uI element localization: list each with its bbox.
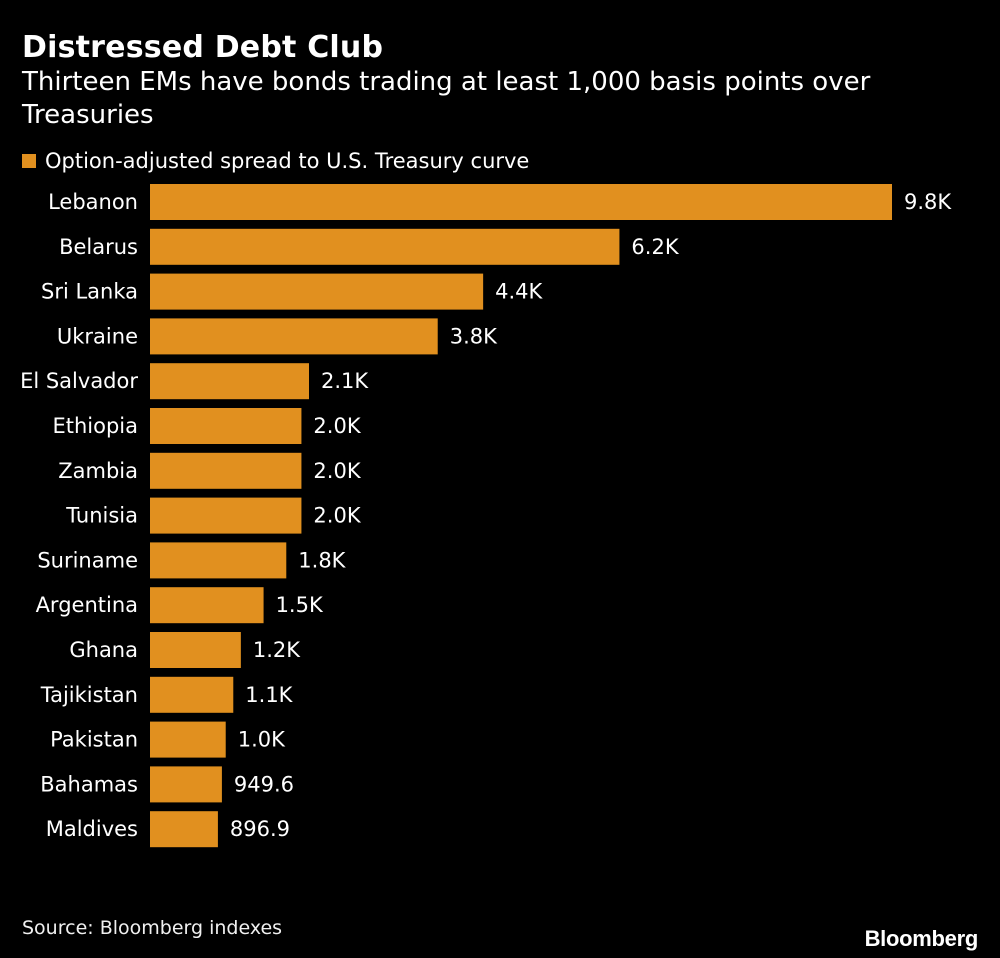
category-label-bahamas: Bahamas <box>40 772 138 796</box>
bar-belarus <box>150 228 620 265</box>
category-label-suriname: Suriname <box>37 548 138 572</box>
value-label-belarus: 6.2K <box>631 235 679 259</box>
bar-el-salvador <box>150 363 309 400</box>
source-note: Source: Bloomberg indexes <box>22 917 283 939</box>
category-label-argentina: Argentina <box>36 593 138 617</box>
value-label-ukraine: 3.8K <box>450 324 498 348</box>
value-label-ghana: 1.2K <box>253 638 301 662</box>
value-label-ethiopia: 2.0K <box>313 414 361 438</box>
value-label-zambia: 2.0K <box>313 459 361 483</box>
category-label-zambia: Zambia <box>58 459 138 483</box>
bar-argentina <box>150 587 264 624</box>
category-label-el-salvador: El Salvador <box>20 369 138 393</box>
category-label-ethiopia: Ethiopia <box>52 414 138 438</box>
category-label-sri-lanka: Sri Lanka <box>41 280 138 304</box>
value-label-sri-lanka: 4.4K <box>495 280 543 304</box>
bar-sri-lanka <box>150 273 484 310</box>
value-label-el-salvador: 2.1K <box>321 369 369 393</box>
value-label-bahamas: 949.6 <box>234 772 294 796</box>
bloomberg-logo: Bloomberg <box>864 926 979 951</box>
bar-lebanon <box>150 184 892 220</box>
category-label-tunisia: Tunisia <box>65 504 138 528</box>
category-label-ukraine: Ukraine <box>57 324 138 348</box>
value-label-suriname: 1.8K <box>298 548 346 572</box>
category-label-maldives: Maldives <box>46 817 138 841</box>
legend: Option-adjusted spread to U.S. Treasury … <box>22 149 529 173</box>
value-label-tunisia: 2.0K <box>313 504 361 528</box>
chart-subtitle: Thirteen EMs have bonds trading at least… <box>22 67 871 130</box>
bar-tunisia <box>150 497 302 534</box>
value-label-maldives: 896.9 <box>230 817 290 841</box>
bar-zambia <box>150 452 302 489</box>
bar-bahamas <box>150 766 222 803</box>
category-label-pakistan: Pakistan <box>50 728 138 752</box>
bar-tajikistan <box>150 676 234 713</box>
value-label-lebanon: 9.8K <box>904 190 952 214</box>
value-label-pakistan: 1.0K <box>238 728 286 752</box>
value-label-tajikistan: 1.1K <box>245 683 293 707</box>
bar-ghana <box>150 632 241 668</box>
category-label-lebanon: Lebanon <box>48 190 138 214</box>
bar-ukraine <box>150 318 438 355</box>
bar-ethiopia <box>150 408 302 444</box>
bar-pakistan <box>150 721 226 758</box>
category-label-ghana: Ghana <box>69 638 138 662</box>
legend-swatch <box>22 154 36 168</box>
chart-title: Distressed Debt Club <box>22 30 384 65</box>
value-label-argentina: 1.5K <box>276 593 324 617</box>
category-label-belarus: Belarus <box>59 235 138 259</box>
legend-label: Option-adjusted spread to U.S. Treasury … <box>45 149 530 173</box>
bar-suriname <box>150 542 287 579</box>
category-label-tajikistan: Tajikistan <box>40 683 138 707</box>
bar-maldives <box>150 811 218 848</box>
